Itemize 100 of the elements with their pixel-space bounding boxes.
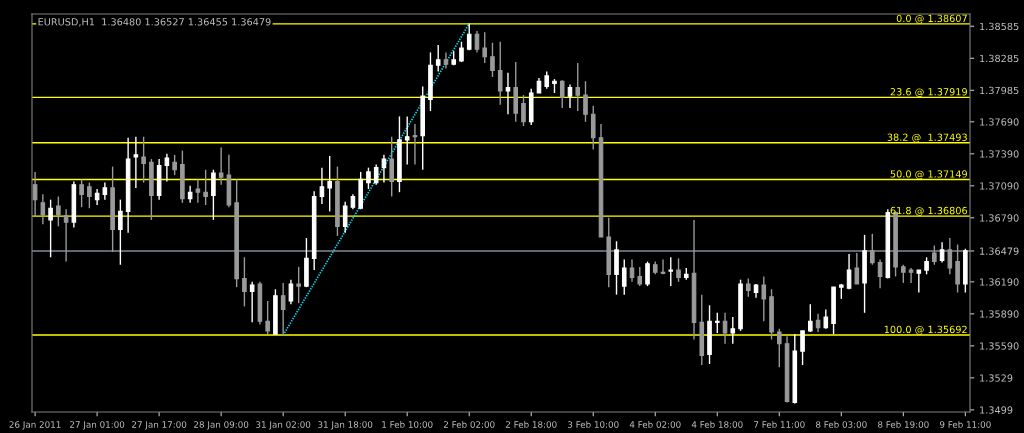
- candlestick: [521, 94, 526, 127]
- x-tick-label: 27 Jan 17:00: [132, 421, 187, 430]
- candlestick: [939, 241, 945, 264]
- candlestick: [676, 257, 681, 283]
- candlestick: [916, 269, 922, 294]
- candlestick: [56, 195, 61, 228]
- y-tick-label: 1.37390: [980, 150, 1019, 158]
- y-tick-label: 1.3499: [980, 406, 1013, 414]
- x-tick-label: 26 Jan 2011: [9, 421, 61, 430]
- candlestick: [48, 198, 53, 258]
- ref-line-label: 0.0 @ 1.38607: [896, 14, 967, 24]
- candlestick: [846, 253, 852, 290]
- candlestick: [559, 79, 565, 109]
- candlestick: [366, 166, 371, 190]
- candlestick: [327, 155, 332, 213]
- y-tick-label: 1.38585: [980, 22, 1019, 31]
- candlestick: [800, 330, 805, 366]
- x-tick-label: 1 Feb 10:00: [382, 421, 433, 428]
- x-tick-label: 4 Feb 02:00: [629, 421, 681, 428]
- y-tick-label: 1.3529: [980, 374, 1013, 382]
- candlestick: [404, 115, 410, 166]
- candlestick: [280, 282, 286, 336]
- ref-line-label: 61.8 @ 1.36806: [890, 206, 968, 216]
- candlestick: [373, 163, 379, 186]
- y-tick-label: 1.36190: [980, 278, 1019, 286]
- candlestick: [730, 316, 736, 345]
- candlestick: [203, 169, 208, 206]
- y-tick-label: 1.35590: [980, 342, 1019, 350]
- candlestick: [265, 300, 270, 335]
- y-tick-label: 1.37985: [980, 86, 1019, 95]
- candlestick: [645, 260, 650, 287]
- candlestick: [629, 258, 635, 283]
- y-tick-label: 1.35890: [980, 310, 1019, 318]
- candlestick: [668, 256, 674, 287]
- candlestick: [249, 281, 255, 324]
- candlestick: [296, 266, 301, 304]
- candlestick: [342, 201, 348, 234]
- candlestick: [482, 31, 488, 64]
- candlestick: [133, 136, 139, 189]
- candlestick: [87, 181, 92, 209]
- y-tick-label: 1.38285: [980, 54, 1019, 63]
- candlestick: [497, 41, 503, 106]
- candlestick: [854, 252, 860, 285]
- ref-line-label: 38.2 @ 1.37493: [887, 133, 967, 143]
- y-tick-label: 1.37090: [980, 182, 1019, 190]
- candlestick: [211, 169, 216, 221]
- y-tick-label: 1.36479: [980, 247, 1019, 255]
- candlestick: [435, 44, 441, 73]
- candlestick: [870, 233, 875, 266]
- candlestick: [575, 62, 581, 112]
- ref-line-label: 23.6 @ 1.37919: [890, 88, 967, 97]
- x-tick-label: 8 Feb 03:00: [815, 421, 867, 428]
- candlestick: [79, 178, 84, 208]
- candlestick: [164, 153, 170, 183]
- x-tick-label: 31 Jan 18:00: [318, 421, 373, 430]
- x-tick-label: 3 Feb 10:00: [568, 421, 619, 428]
- candlestick: [172, 154, 177, 176]
- ref-line-label: 100.0 @ 1.35692: [884, 325, 967, 335]
- candlestick: [776, 328, 782, 368]
- x-tick-label: 27 Jan 01:00: [70, 421, 125, 430]
- candlestick: [218, 146, 224, 186]
- candlestick: [118, 198, 123, 266]
- x-tick-label: 8 Feb 19:00: [878, 421, 929, 428]
- candlestick: [40, 193, 46, 225]
- candlestick: [466, 22, 472, 51]
- candlestick: [745, 277, 751, 298]
- candlestick: [443, 51, 449, 70]
- candlestick: [567, 83, 573, 109]
- candlestick: [319, 166, 325, 205]
- candlestick: [381, 154, 387, 184]
- y-tick-label: 1.37690: [980, 118, 1019, 126]
- y-tick-label: 1.36790: [980, 214, 1019, 222]
- candlestick: [932, 244, 937, 266]
- candlestick: [761, 275, 767, 322]
- candlestick: [389, 136, 394, 198]
- x-tick-label: 2 Feb 18:00: [505, 421, 557, 428]
- x-tick-label: 7 Feb 11:00: [754, 421, 805, 428]
- candlestick: [908, 267, 914, 284]
- x-tick-label: 2 Feb 02:00: [443, 421, 495, 428]
- candlestick: [288, 278, 294, 305]
- x-tick-label: 31 Jan 02:00: [256, 421, 311, 430]
- candlestick: [141, 136, 146, 184]
- candlestick: [823, 308, 829, 330]
- x-tick-label: 28 Jan 09:00: [194, 421, 249, 430]
- candlestick: [63, 208, 69, 263]
- candlestick: [901, 264, 906, 284]
- x-tick-label: 4 Feb 18:00: [691, 421, 743, 428]
- candlestick: [722, 312, 728, 345]
- chart-title: EURUSD,H1 1.36480 1.36527 1.36455 1.36479: [38, 18, 271, 27]
- candlestick: [590, 105, 596, 151]
- candlestick: [714, 312, 720, 334]
- candlestick: [490, 42, 495, 78]
- candlestick: [947, 237, 953, 276]
- ref-line-label: 50.0 @ 1.37149: [890, 170, 967, 180]
- candlestick: [583, 80, 588, 123]
- candlestick: [955, 243, 960, 294]
- x-tick-label: 9 Feb 11:00: [939, 421, 991, 428]
- candlestick: [195, 178, 201, 204]
- candlestick: [637, 266, 643, 287]
- candlestick: [621, 258, 627, 296]
